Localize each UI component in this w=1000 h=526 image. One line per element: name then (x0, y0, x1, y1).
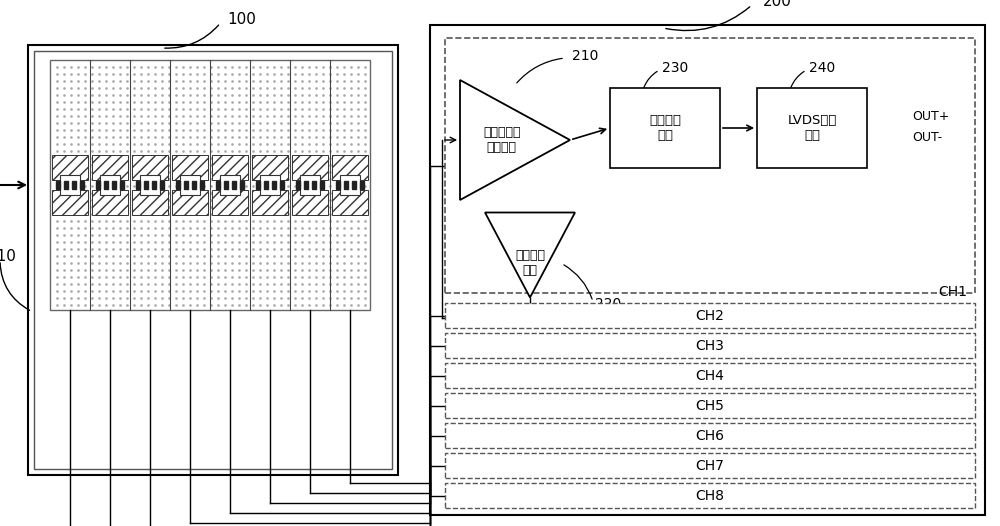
Text: 基线恢复
模块: 基线恢复 模块 (515, 249, 545, 277)
Text: CH1: CH1 (938, 285, 967, 299)
Text: 210: 210 (572, 49, 598, 63)
Text: OUT+: OUT+ (912, 109, 949, 123)
Bar (220, 175, 240, 195)
Bar (100, 175, 120, 195)
Bar (132, 155, 168, 180)
Bar (430, 25, 985, 515)
Text: CH5: CH5 (696, 399, 724, 412)
Bar (445, 363, 975, 388)
Text: 240: 240 (809, 61, 835, 75)
Bar (445, 393, 975, 418)
Bar (445, 423, 975, 448)
Bar (252, 155, 288, 180)
Bar (332, 190, 368, 215)
Bar (212, 190, 248, 215)
Text: CH2: CH2 (696, 309, 724, 322)
Text: CH8: CH8 (696, 489, 724, 502)
Bar (28, 45, 398, 475)
Bar (180, 175, 200, 195)
Polygon shape (460, 80, 570, 200)
Text: CH7: CH7 (696, 459, 724, 472)
Bar (300, 175, 320, 195)
Bar (445, 303, 975, 328)
Bar (172, 155, 208, 180)
Bar (445, 453, 975, 478)
Bar (610, 88, 720, 168)
Text: OUT-: OUT- (912, 131, 942, 144)
Bar (52, 155, 88, 180)
Bar (212, 155, 248, 180)
Bar (445, 483, 975, 508)
Bar (132, 190, 168, 215)
Text: 230: 230 (662, 61, 688, 75)
Text: 110: 110 (0, 249, 16, 264)
Bar (252, 190, 288, 215)
Bar (292, 155, 328, 180)
Bar (332, 155, 368, 180)
Text: CH4: CH4 (696, 369, 724, 382)
Text: 电流转电压
放大模块: 电流转电压 放大模块 (483, 126, 521, 154)
Bar (757, 88, 867, 168)
Text: 200: 200 (763, 0, 792, 9)
Bar (52, 190, 88, 215)
Text: CH3: CH3 (696, 339, 724, 352)
Bar (292, 190, 328, 215)
Text: LVDS输出
模块: LVDS输出 模块 (787, 114, 837, 142)
Bar (60, 175, 80, 195)
Bar (50, 60, 370, 310)
Bar (172, 190, 208, 215)
Text: CH6: CH6 (696, 429, 724, 442)
Bar (445, 333, 975, 358)
Bar (34, 51, 392, 469)
Bar (140, 175, 160, 195)
Text: 220: 220 (595, 297, 621, 311)
Bar (260, 175, 280, 195)
Bar (340, 175, 360, 195)
Bar (92, 155, 128, 180)
Text: 高速甄别
模块: 高速甄别 模块 (649, 114, 681, 142)
Text: 100: 100 (228, 13, 257, 27)
Bar (445, 38, 975, 293)
Bar (92, 190, 128, 215)
Polygon shape (485, 213, 575, 298)
